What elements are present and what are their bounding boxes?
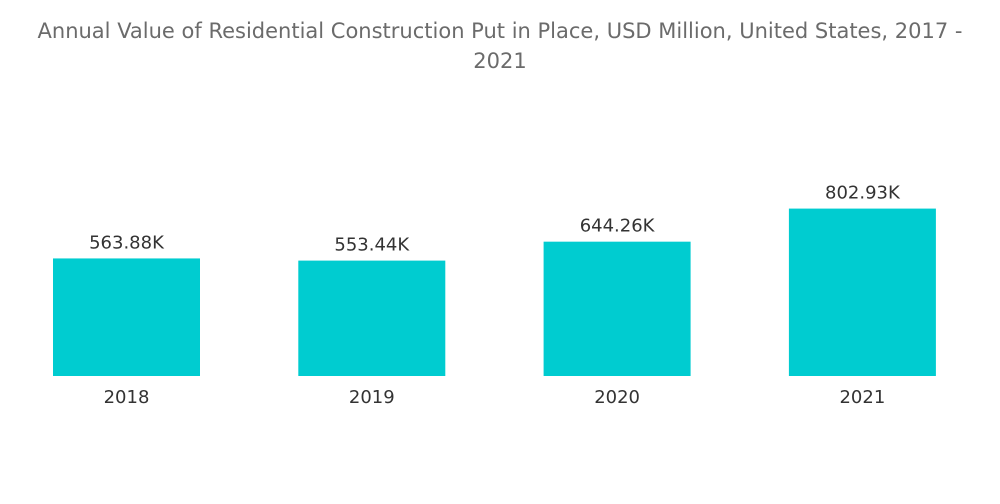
x-tick-2019: 2019	[349, 387, 395, 408]
chart-title: Annual Value of Residential Construction…	[37, 19, 963, 73]
x-tick-2021: 2021	[839, 387, 885, 408]
x-tick-2018: 2018	[104, 387, 150, 408]
x-axis-ticks: 2018 2019 2020 2021	[104, 387, 886, 408]
value-label-2018: 563.88K	[89, 232, 165, 253]
bar-2019	[298, 260, 446, 376]
value-labels-group: 563.88K 553.44K 644.26K 802.93K	[89, 183, 901, 256]
x-tick-2020: 2020	[594, 387, 640, 408]
bars-group	[53, 208, 936, 376]
bar-2018	[53, 258, 200, 376]
value-label-2020: 644.26K	[580, 216, 656, 237]
value-label-2021: 802.93K	[825, 183, 901, 204]
bar-2021	[788, 208, 936, 376]
value-label-2019: 553.44K	[334, 235, 410, 256]
bar-2020	[543, 241, 691, 376]
